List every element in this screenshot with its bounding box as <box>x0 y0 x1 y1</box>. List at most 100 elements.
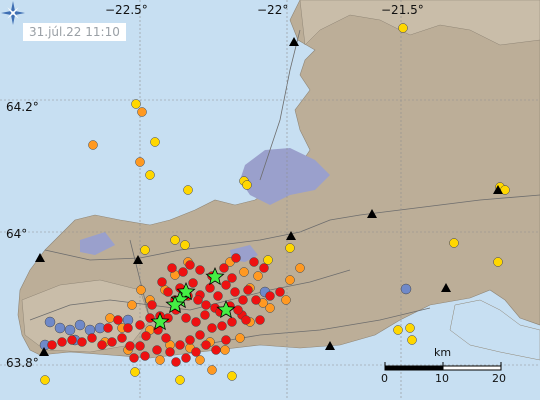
earthquake-recent-circle-icon <box>67 335 77 345</box>
scale-bar-title: km <box>434 346 452 359</box>
earthquake-recent-circle-icon <box>141 331 151 341</box>
earthquake-recent-circle-icon <box>135 341 145 351</box>
earthquake-recent-circle-icon <box>171 357 181 367</box>
earthquake-day-circle-icon <box>235 333 245 343</box>
volcano-triangle-icon <box>493 185 503 194</box>
earthquake-recent-circle-icon <box>163 287 173 297</box>
earthquake-recent-circle-icon <box>227 273 237 283</box>
compass-star-icon <box>1 1 25 25</box>
earthquake-older-circle-icon <box>398 23 408 33</box>
earthquake-recent-circle-icon <box>129 353 139 363</box>
large-earthquake-star-icon <box>205 266 225 286</box>
earthquake-recent-circle-icon <box>113 315 123 325</box>
earthquake-older-circle-icon <box>170 235 180 245</box>
earthquake-older-circle-icon <box>493 257 503 267</box>
earthquake-recent-circle-icon <box>178 267 188 277</box>
earthquake-older-circle-icon <box>183 185 193 195</box>
large-earthquake-star-icon <box>176 281 196 301</box>
volcano-triangle-icon <box>35 253 45 262</box>
earthquake-older-circle-icon <box>263 255 273 265</box>
earthquake-day-circle-icon <box>195 355 205 365</box>
earthquake-older-circle-icon <box>180 240 190 250</box>
earthquake-day-circle-icon <box>136 285 146 295</box>
earthquake-recent-circle-icon <box>255 315 265 325</box>
earthquake-oldest-circle-icon <box>400 283 412 295</box>
scale-bar <box>384 362 502 371</box>
earthquake-recent-circle-icon <box>87 333 97 343</box>
large-earthquake-star-icon <box>216 299 236 319</box>
earthquake-recent-circle-icon <box>191 347 201 357</box>
earthquake-recent-circle-icon <box>57 337 67 347</box>
earthquake-recent-circle-icon <box>147 300 157 310</box>
earthquake-recent-circle-icon <box>195 265 205 275</box>
latitude-label-1: 64.2° <box>6 100 39 114</box>
earthquake-recent-circle-icon <box>193 295 203 305</box>
earthquake-recent-circle-icon <box>165 347 175 357</box>
earthquake-recent-circle-icon <box>243 285 253 295</box>
earthquake-recent-circle-icon <box>125 341 135 351</box>
earthquake-recent-circle-icon <box>233 305 243 315</box>
earthquake-recent-circle-icon <box>135 320 145 330</box>
earthquake-recent-circle-icon <box>191 317 201 327</box>
volcano-markers <box>35 37 503 356</box>
earthquake-recent-circle-icon <box>97 340 107 350</box>
earthquake-recent-circle-icon <box>77 337 87 347</box>
earthquake-recent-circle-icon <box>213 291 223 301</box>
earthquake-recent-circle-icon <box>217 321 227 331</box>
volcano-triangle-icon <box>286 231 296 240</box>
earthquake-day-circle-icon <box>220 345 230 355</box>
earthquake-recent-circle-icon <box>265 291 275 301</box>
volcano-triangle-icon <box>289 37 299 46</box>
volcano-triangle-icon <box>325 341 335 350</box>
earthquake-older-circle-icon <box>131 99 141 109</box>
earthquake-day-circle-icon <box>135 157 145 167</box>
earthquake-recent-circle-icon <box>219 263 229 273</box>
earthquake-recent-circle-icon <box>249 257 259 267</box>
volcano-triangle-icon <box>441 283 451 292</box>
earthquake-recent-circle-icon <box>175 340 185 350</box>
land-north <box>299 0 540 46</box>
latitude-label-3: 63.8° <box>6 356 39 370</box>
earthquake-older-circle-icon <box>227 371 237 381</box>
earthquake-older-circle-icon <box>405 323 415 333</box>
earthquake-recent-circle-icon <box>205 283 215 293</box>
earthquake-recent-circle-icon <box>167 263 177 273</box>
earthquake-older-circle-icon <box>140 245 150 255</box>
earthquake-recent-circle-icon <box>181 313 191 323</box>
earthquake-recent-circle-icon <box>152 345 162 355</box>
earthquake-older-circle-icon <box>145 170 155 180</box>
earthquake-older-circle-icon <box>393 325 403 335</box>
earthquake-recent-circle-icon <box>103 323 113 333</box>
earthquake-recent-circle-icon <box>201 300 211 310</box>
earthquake-recent-circle-icon <box>140 351 150 361</box>
earthquake-recent-circle-icon <box>200 310 210 320</box>
earthquake-day-circle-icon <box>281 295 291 305</box>
large-earthquake-star-icon <box>150 311 170 331</box>
earthquake-day-circle-icon <box>239 267 249 277</box>
longitude-label-1: −22.5° <box>105 3 148 17</box>
earthquake-older-circle-icon <box>407 335 417 345</box>
earthquake-recent-circle-icon <box>211 345 221 355</box>
earthquake-oldest-circle-icon <box>64 324 76 336</box>
earthquake-day-circle-icon <box>285 275 295 285</box>
latitude-label-2: 64° <box>6 227 28 241</box>
earthquake-day-circle-icon <box>105 313 115 323</box>
earthquake-day-circle-icon <box>88 140 98 150</box>
volcano-triangle-icon <box>367 209 377 218</box>
earthquake-older-circle-icon <box>242 180 252 190</box>
lava-field-reykjanes <box>80 232 115 255</box>
earthquake-recent-circle-icon <box>238 295 248 305</box>
earthquake-oldest-circle-icon <box>54 322 66 334</box>
earthquake-older-circle-icon <box>130 367 140 377</box>
earthquake-recent-circle-icon <box>107 337 117 347</box>
earthquake-day-circle-icon <box>207 365 217 375</box>
earthquake-day-circle-icon <box>127 300 137 310</box>
earthquake-recent-circle-icon <box>185 335 195 345</box>
earthquake-older-circle-icon <box>175 375 185 385</box>
earthquake-recent-circle-icon <box>230 287 240 297</box>
longitude-label-2: −22° <box>257 3 289 17</box>
scale-tick-20: 20 <box>492 372 506 385</box>
